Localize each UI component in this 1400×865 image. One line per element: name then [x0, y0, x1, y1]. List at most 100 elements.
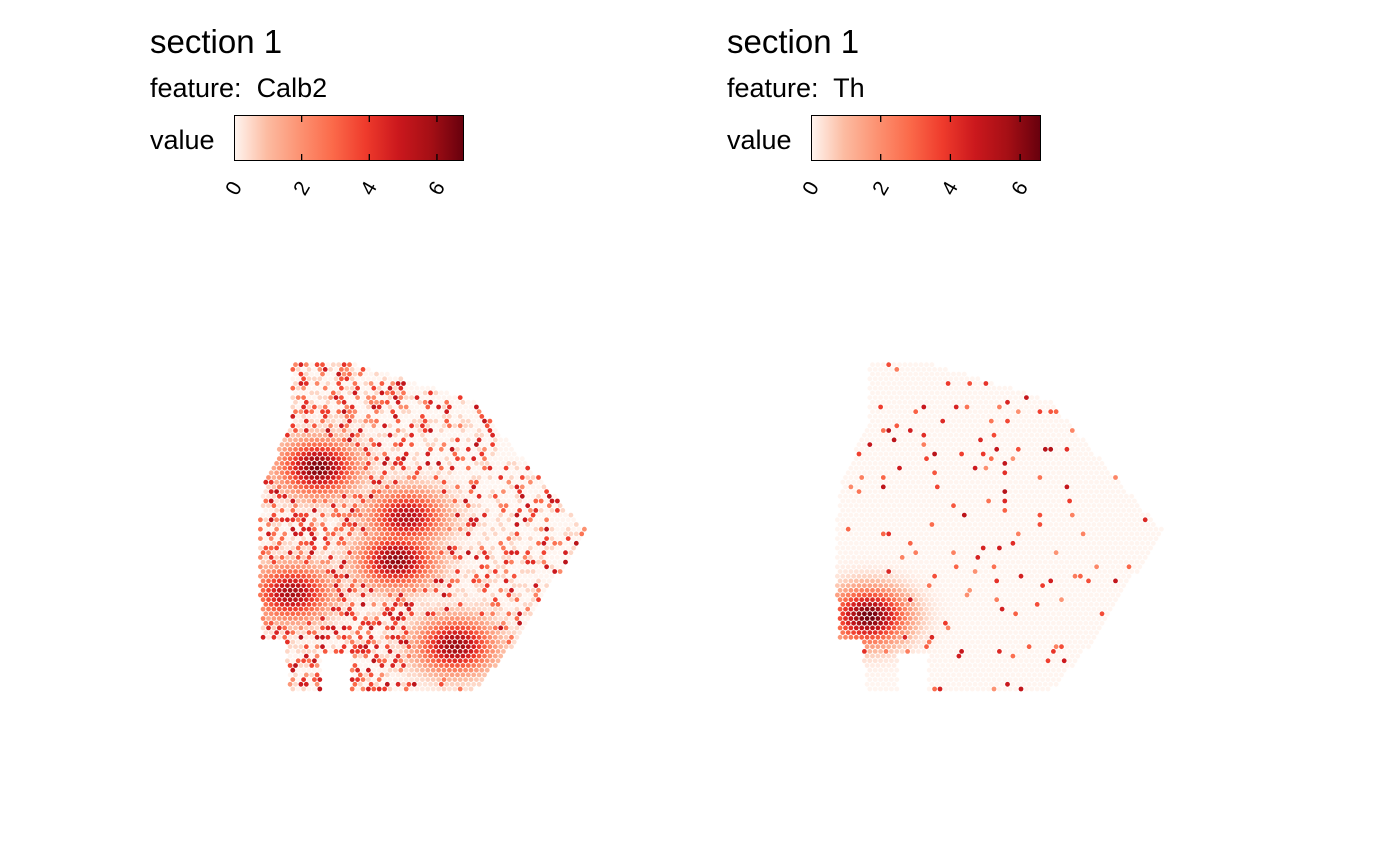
spot — [422, 672, 428, 678]
spot — [1064, 446, 1070, 452]
spot — [409, 649, 414, 654]
spot — [452, 592, 458, 598]
spot — [1137, 517, 1143, 523]
spot — [482, 559, 487, 565]
spot — [1053, 531, 1059, 537]
spot — [425, 404, 431, 410]
spot — [306, 526, 312, 532]
spot — [921, 555, 927, 560]
spot — [384, 381, 390, 386]
spot — [1107, 531, 1113, 537]
spot — [276, 625, 282, 631]
spot — [856, 545, 862, 551]
spot — [287, 503, 293, 509]
spot — [479, 545, 485, 551]
spot — [414, 395, 420, 400]
spot — [951, 390, 956, 396]
spot — [533, 508, 539, 513]
spot — [978, 381, 983, 386]
spot — [325, 418, 331, 424]
spot — [536, 484, 541, 490]
spot — [907, 437, 913, 443]
spot — [371, 526, 377, 532]
spot — [301, 508, 306, 513]
spot — [347, 522, 352, 527]
spot — [1056, 545, 1062, 551]
spot — [880, 531, 886, 537]
spot — [1056, 470, 1062, 476]
spot — [501, 526, 506, 532]
spot — [295, 461, 301, 466]
spot — [851, 479, 856, 485]
spot — [943, 385, 948, 391]
spot — [902, 390, 908, 396]
spot — [571, 526, 576, 532]
spot — [436, 620, 441, 626]
spot — [455, 484, 460, 490]
spot — [360, 630, 366, 635]
spot — [498, 475, 504, 480]
spot — [293, 475, 298, 480]
spot — [498, 597, 504, 603]
spot — [403, 602, 409, 607]
spot — [285, 620, 290, 626]
spot — [1021, 390, 1027, 396]
spot — [376, 573, 382, 579]
spot — [880, 409, 886, 415]
spot — [322, 517, 328, 523]
spot — [1105, 508, 1110, 513]
spot — [411, 531, 417, 537]
spot — [309, 362, 315, 368]
spot — [349, 611, 355, 617]
spot — [341, 597, 347, 603]
spot — [964, 555, 970, 560]
spot — [1110, 508, 1116, 513]
spot — [878, 470, 883, 476]
spot — [1026, 493, 1032, 499]
spot — [374, 522, 379, 527]
spot — [406, 446, 412, 452]
spot — [266, 475, 271, 480]
spot — [314, 550, 320, 556]
spot — [465, 437, 471, 443]
spot — [287, 597, 293, 603]
spot — [463, 536, 468, 541]
spot — [328, 442, 333, 447]
spot — [886, 512, 892, 518]
spot — [959, 376, 964, 382]
spot — [495, 461, 501, 466]
spot — [279, 555, 285, 560]
spot — [1005, 437, 1010, 443]
spot — [1018, 536, 1024, 541]
spot — [951, 409, 956, 415]
spot — [376, 385, 382, 391]
spot — [293, 569, 298, 574]
spot — [929, 446, 935, 452]
spot — [519, 559, 525, 565]
spot — [339, 630, 344, 635]
spot — [1105, 536, 1110, 541]
spot — [339, 592, 344, 598]
spot — [328, 461, 333, 466]
spot — [1037, 399, 1043, 405]
spot — [1069, 437, 1075, 443]
spot — [1140, 531, 1145, 537]
spot — [1018, 479, 1024, 485]
spot — [926, 555, 932, 560]
spot — [411, 456, 417, 462]
spot — [441, 451, 447, 457]
spot — [328, 555, 333, 560]
spot — [1064, 540, 1070, 546]
spot — [872, 461, 878, 466]
spot — [266, 597, 271, 603]
spot — [339, 564, 344, 570]
spot — [975, 526, 981, 532]
spot — [476, 644, 482, 650]
spot — [886, 484, 892, 490]
spot — [465, 512, 471, 518]
spot — [387, 385, 393, 391]
spot — [355, 658, 360, 664]
spot — [1067, 498, 1072, 504]
spot — [301, 517, 306, 523]
spot — [457, 573, 463, 579]
